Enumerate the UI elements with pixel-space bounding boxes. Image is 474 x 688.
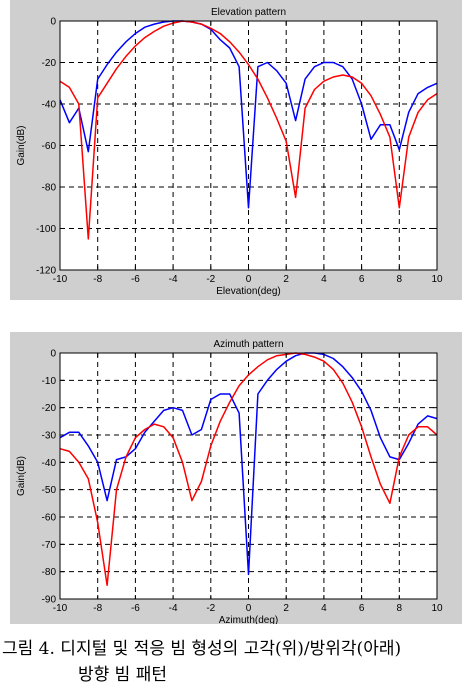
elevation-y-tick-label: -120 (36, 266, 56, 277)
elevation-y-tick-label: -20 (42, 58, 57, 69)
elevation-chart-panel: -10 -8 -6 -4 -2 0 2 4 6 8 10 0 -20 -40 -60 -80 -100 -120 E… (10, 0, 462, 300)
elevation-x-tick-label: -6 (131, 274, 140, 285)
azimuth-x-tick-label: -8 (93, 603, 102, 614)
elevation-x-tick-label: -2 (206, 274, 215, 285)
elevation-y-tick-label: -100 (36, 224, 56, 235)
elevation-chart-title: Elevation pattern (211, 7, 286, 18)
elevation-x-tick-label: 10 (431, 274, 443, 285)
azimuth-chart-title: Azimuth pattern (213, 339, 283, 350)
azimuth-series-2-line (59, 352, 438, 587)
elevation-y-tick-label: 0 (50, 17, 56, 28)
azimuth-y-tick-label: -70 (42, 540, 57, 551)
elevation-y-axis-label: Gain(dB) (16, 125, 27, 165)
azimuth-x-tick-label: 0 (246, 603, 252, 614)
azimuth-x-tick-label: -6 (131, 603, 140, 614)
azimuth-x-tick-label: -2 (206, 603, 215, 614)
azimuth-y-tick-label: -40 (42, 458, 57, 469)
elevation-x-tick-label: 6 (359, 274, 365, 285)
elevation-y-tick-label: -40 (42, 100, 57, 111)
azimuth-y-tick-label: -10 (42, 376, 57, 387)
azimuth-y-tick-label: -60 (42, 513, 57, 524)
azimuth-x-tick-label: 2 (283, 603, 289, 614)
azimuth-x-tick-label: -10 (53, 603, 68, 614)
azimuth-y-tick-label: -50 (42, 485, 57, 496)
elevation-chart: -10 -8 -6 -4 -2 0 2 4 6 8 100-20-40-60-80-100-120E… (16, 7, 443, 297)
caption-line-2: 방향 빔 패턴 (78, 665, 168, 685)
elevation-x-tick-label: 8 (397, 274, 403, 285)
azimuth-y-axis-label: Gain(dB) (16, 456, 27, 496)
elevation-series-2-line (59, 20, 438, 240)
elevation-x-tick-label: 0 (246, 274, 252, 285)
caption-line-1: 그림 4. 디지털 및 적응 빔 형성의 고각(위)/방위각(아래) (2, 639, 402, 659)
elevation-x-tick-label: -8 (93, 274, 102, 285)
elevation-x-tick-label: -10 (53, 274, 68, 285)
azimuth-x-axis-label: Azimuth(deg) (219, 615, 278, 624)
azimuth-y-tick-label: -80 (42, 567, 57, 578)
elevation-y-tick-label: -80 (42, 183, 57, 194)
azimuth-y-tick-label: -30 (42, 431, 57, 442)
azimuth-chart: -10 -8 -6 -4 -2 0 2 4 6 8 100-10-20-30-40-50-60-70… (16, 339, 443, 624)
azimuth-x-tick-label: 4 (321, 603, 327, 614)
elevation-x-tick-label: 2 (283, 274, 289, 285)
azimuth-x-tick-label: 10 (431, 603, 443, 614)
elevation-x-tick-label: 4 (321, 274, 327, 285)
azimuth-series-1-line (59, 352, 438, 576)
azimuth-y-tick-label: 0 (50, 349, 56, 360)
elevation-x-axis-label: Elevation(deg) (216, 286, 280, 297)
elevation-x-tick-label: -4 (169, 274, 178, 285)
elevation-series-1-line (59, 20, 438, 209)
azimuth-y-tick-label: -90 (42, 595, 57, 606)
azimuth-y-tick-label: -20 (42, 403, 57, 414)
azimuth-plot-area (60, 353, 437, 599)
azimuth-x-tick-label: 8 (397, 603, 403, 614)
azimuth-x-tick-label: -4 (169, 603, 178, 614)
figure-caption: 그림 4. 디지털 및 적응 빔 형성의 고각(위)/방위각(아래) 방향 빔 … (2, 636, 474, 688)
elevation-y-tick-label: -60 (42, 141, 57, 152)
azimuth-x-tick-label: 6 (359, 603, 365, 614)
azimuth-chart-panel: -10 -8 -6 -4 -2 0 2 4 6 8 10 0 -10 -20 -30 -40 -50 -60 -70… (10, 332, 462, 624)
